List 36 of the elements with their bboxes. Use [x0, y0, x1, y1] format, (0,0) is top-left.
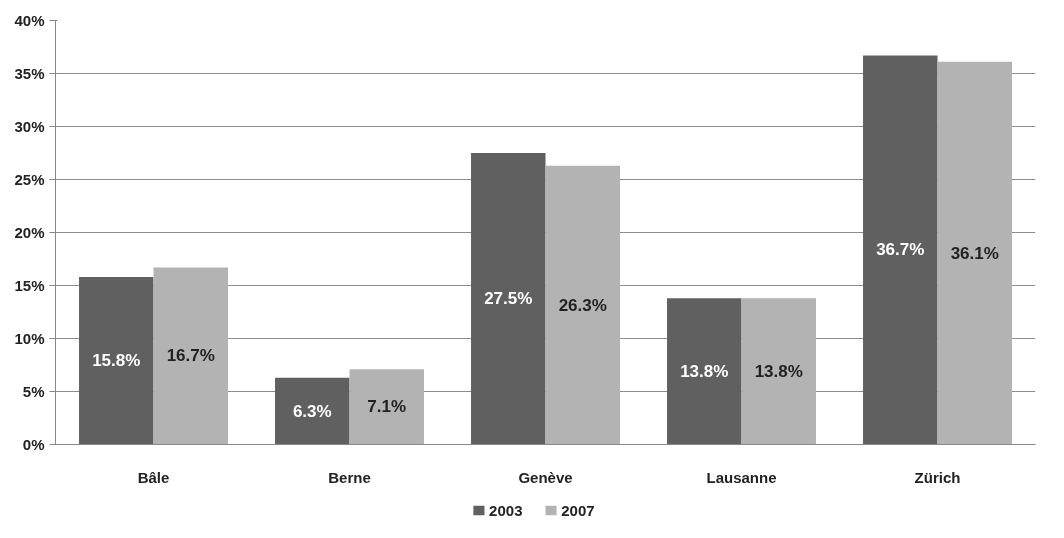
- bar: [471, 153, 546, 445]
- legend-label: 2007: [561, 501, 595, 519]
- data-label: 13.8%: [754, 361, 803, 381]
- bar: [275, 377, 350, 445]
- data-label: 15.8%: [92, 351, 141, 371]
- y-tick-label: 40%: [14, 12, 45, 29]
- bar: [741, 298, 816, 445]
- data-label: 27.5%: [484, 289, 533, 309]
- y-tick-label: 25%: [14, 171, 45, 188]
- x-tick-label: Genève: [518, 468, 573, 486]
- bar: [863, 55, 938, 445]
- bar: [153, 267, 228, 445]
- x-tick-label: Berne: [328, 468, 371, 486]
- bar: [937, 61, 1012, 445]
- data-label: 16.7%: [166, 346, 215, 366]
- y-tick-label: 30%: [14, 118, 45, 135]
- bar: [545, 165, 620, 445]
- data-label: 7.1%: [367, 397, 407, 417]
- y-tick-label: 35%: [14, 65, 45, 82]
- y-tick-label: 15%: [14, 277, 45, 294]
- bar: [79, 277, 154, 445]
- y-tick-label: 10%: [14, 330, 45, 347]
- x-tick-label: Lausanne: [706, 468, 777, 486]
- x-tick-label: Bâle: [137, 468, 170, 486]
- legend-label: 2003: [489, 501, 523, 519]
- data-label: 26.3%: [558, 295, 607, 315]
- bar: [349, 369, 424, 445]
- bar: [667, 298, 742, 445]
- data-label: 13.8%: [680, 361, 729, 381]
- x-tick-label: Zürich: [914, 468, 961, 486]
- data-label: 6.3%: [292, 401, 332, 421]
- data-label: 36.1%: [950, 243, 999, 263]
- y-tick-label: 20%: [14, 224, 45, 241]
- y-tick-label: 0%: [22, 436, 45, 453]
- y-tick-label: 5%: [22, 383, 45, 400]
- data-label: 36.7%: [876, 240, 925, 260]
